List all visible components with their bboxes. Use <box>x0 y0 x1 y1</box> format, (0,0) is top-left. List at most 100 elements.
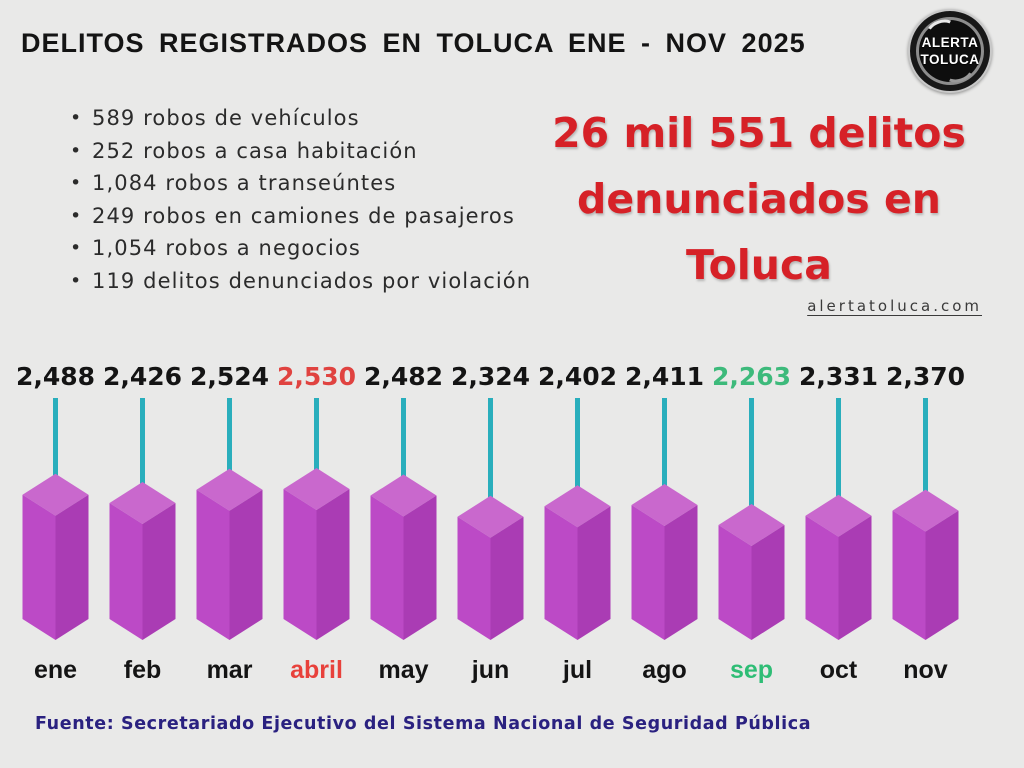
bar-left-face <box>283 489 317 640</box>
list-item: 119 delitos denunciados por violación <box>70 265 531 298</box>
bar-right-face <box>229 489 263 640</box>
bar-3d <box>631 398 698 640</box>
bar-month-label: mar <box>206 656 253 684</box>
bar-right-face <box>664 505 698 640</box>
list-item: 1,084 robos a transeúntes <box>70 167 531 200</box>
bar-value-label: 2,524 <box>189 361 270 391</box>
stem-line <box>53 398 58 482</box>
bar-left-face <box>457 516 491 640</box>
bar-3d <box>544 398 611 640</box>
bar-3d <box>805 398 872 640</box>
stem-line <box>662 398 667 492</box>
bar-right-face <box>838 515 872 640</box>
bar-month-label: abril <box>290 656 343 684</box>
bar-top-face <box>892 489 959 532</box>
list-item: 1,054 robos a negocios <box>70 232 531 265</box>
bar-value-label: 2,426 <box>102 361 183 391</box>
stem-line <box>140 398 145 490</box>
alerta-toluca-logo: ALERTA TOLUCA <box>908 9 992 93</box>
bar-column-abril: 2,530 abril <box>273 356 360 690</box>
bar-column-ene: 2,488 ene <box>12 356 99 690</box>
website-link[interactable]: alertatoluca.com <box>807 297 982 315</box>
stem-line <box>575 398 580 494</box>
stem-line <box>227 398 232 477</box>
list-item: 589 robos de vehículos <box>70 102 531 135</box>
bar-top-face <box>457 495 524 538</box>
headline-line: 26 mil 551 delitos <box>552 109 966 157</box>
bar-chart: 2,488 ene 2,426 feb 2,524 mar 2,530 abril 2,482 m… <box>12 356 969 690</box>
bar-left-face <box>196 489 230 640</box>
stem-line <box>488 398 493 504</box>
bar-month-label: ene <box>33 656 78 684</box>
list-item: 252 robos a casa habitación <box>70 135 531 168</box>
bar-value-label: 2,263 <box>711 361 792 391</box>
total-crimes-headline: 26 mil 551 delitos denunciados en Toluca <box>528 100 990 298</box>
logo-text-line1: ALERTA <box>921 35 979 50</box>
bar-column-jun: 2,324 jun <box>447 356 534 690</box>
bar-right-face <box>925 510 959 640</box>
list-item: 249 robos en camiones de pasajeros <box>70 200 531 233</box>
bar-top-face <box>196 468 263 511</box>
bar-month-label: sep <box>729 656 774 684</box>
bar-3d <box>283 398 350 640</box>
bar-column-nov: 2,370 nov <box>882 356 969 690</box>
stem-line <box>314 398 319 476</box>
bar-right-face <box>577 506 611 640</box>
bar-top-face <box>544 485 611 528</box>
bar-left-face <box>22 494 56 640</box>
bar-left-face <box>805 515 839 640</box>
bar-month-label: feb <box>123 656 162 684</box>
crime-stats-list: 589 robos de vehículos 252 robos a casa … <box>70 102 531 298</box>
bar-value-label: 2,331 <box>798 361 879 391</box>
bar-right-face <box>490 516 524 640</box>
stem-line <box>923 398 928 498</box>
bar-right-face <box>316 489 350 640</box>
bar-3d <box>196 398 263 640</box>
bar-value-label: 2,324 <box>450 361 531 391</box>
bar-value-label: 2,370 <box>885 361 966 391</box>
headline-line: denunciados en <box>577 175 941 223</box>
bar-3d <box>718 398 785 640</box>
page-title: DELITOS REGISTRADOS EN TOLUCA ENE - NOV … <box>21 28 806 58</box>
bar-left-face <box>370 495 404 640</box>
bar-left-face <box>631 505 665 640</box>
bar-column-may: 2,482 may <box>360 356 447 690</box>
bar-column-sep: 2,263 sep <box>708 356 795 690</box>
bar-right-face <box>403 495 437 640</box>
bar-3d <box>892 398 959 640</box>
bar-month-label: nov <box>903 656 948 684</box>
bar-value-label: 2,488 <box>15 361 96 391</box>
bar-3d <box>22 398 89 640</box>
headline-line: Toluca <box>686 241 832 289</box>
logo-text-line2: TOLUCA <box>920 52 980 67</box>
bar-value-label: 2,411 <box>624 361 705 391</box>
bar-left-face <box>718 525 752 640</box>
bar-month-label: oct <box>819 656 858 684</box>
bar-3d <box>370 398 437 640</box>
bar-value-label: 2,530 <box>276 361 357 391</box>
bar-left-face <box>892 510 926 640</box>
bar-right-face <box>55 494 89 640</box>
stem-line <box>401 398 406 483</box>
bar-month-label: may <box>378 656 429 684</box>
stem-line <box>836 398 841 503</box>
bar-month-label: jun <box>471 656 510 684</box>
bar-value-label: 2,482 <box>363 361 444 391</box>
bar-3d <box>457 398 524 640</box>
bar-value-label: 2,402 <box>537 361 618 391</box>
bar-right-face <box>751 525 785 640</box>
bar-column-feb: 2,426 feb <box>99 356 186 690</box>
bar-month-label: jul <box>562 656 593 684</box>
bar-top-face <box>805 494 872 537</box>
bar-top-face <box>22 473 89 516</box>
bar-column-oct: 2,331 oct <box>795 356 882 690</box>
bar-right-face <box>142 503 176 640</box>
stem-line <box>749 398 754 512</box>
bar-column-jul: 2,402 jul <box>534 356 621 690</box>
bar-column-mar: 2,524 mar <box>186 356 273 690</box>
bar-column-ago: 2,411 ago <box>621 356 708 690</box>
source-credit: Fuente: Secretariado Ejecutivo del Siste… <box>35 714 812 734</box>
bar-left-face <box>109 503 143 640</box>
bar-month-label: ago <box>642 656 687 684</box>
